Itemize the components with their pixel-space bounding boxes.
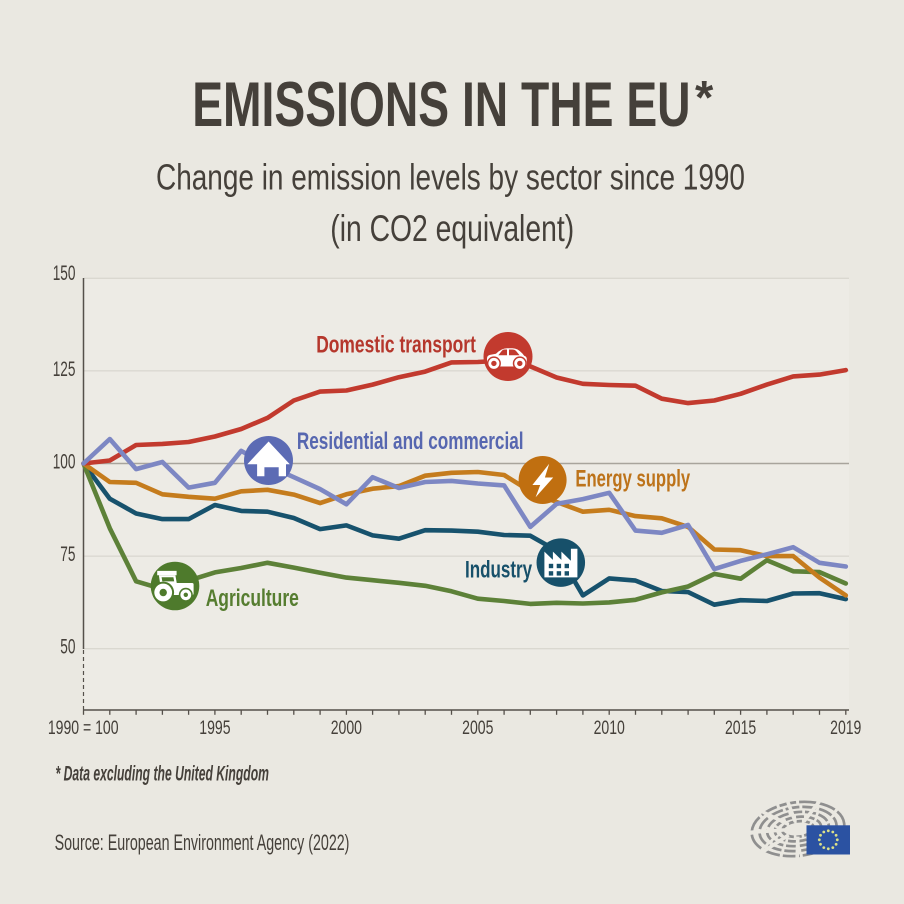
svg-text:Domestic transport: Domestic transport: [316, 331, 476, 359]
svg-text:50: 50: [60, 635, 75, 659]
svg-text:* Data excluding the United Ki: * Data excluding the United Kingdom: [56, 761, 269, 786]
svg-text:2019: 2019: [830, 717, 861, 739]
svg-text:2010: 2010: [594, 717, 625, 739]
svg-text:2015: 2015: [725, 717, 756, 739]
svg-text:Residential and commercial: Residential and commercial: [297, 428, 524, 455]
svg-text:Industry: Industry: [465, 556, 532, 583]
svg-text:2000: 2000: [331, 717, 362, 739]
svg-text:100: 100: [53, 450, 76, 474]
svg-text:EMISSIONS IN THE EU: EMISSIONS IN THE EU: [192, 69, 690, 140]
svg-text:75: 75: [60, 542, 75, 566]
svg-text:*: *: [695, 71, 714, 124]
svg-text:2005: 2005: [462, 717, 493, 739]
svg-text:(in CO2 equivalent): (in CO2 equivalent): [330, 207, 574, 249]
svg-text:Change in emission levels by s: Change in emission levels by sector sinc…: [156, 157, 745, 197]
svg-text:1995: 1995: [199, 717, 230, 739]
svg-text:150: 150: [53, 261, 76, 285]
svg-text:Agriculture: Agriculture: [206, 584, 299, 612]
svg-text:125: 125: [53, 357, 76, 381]
svg-text:1990 = 100: 1990 = 100: [48, 717, 119, 739]
svg-text:Energy supply: Energy supply: [575, 465, 690, 492]
svg-text:Source: European Environment A: Source: European Environment Agency (202…: [55, 830, 350, 855]
